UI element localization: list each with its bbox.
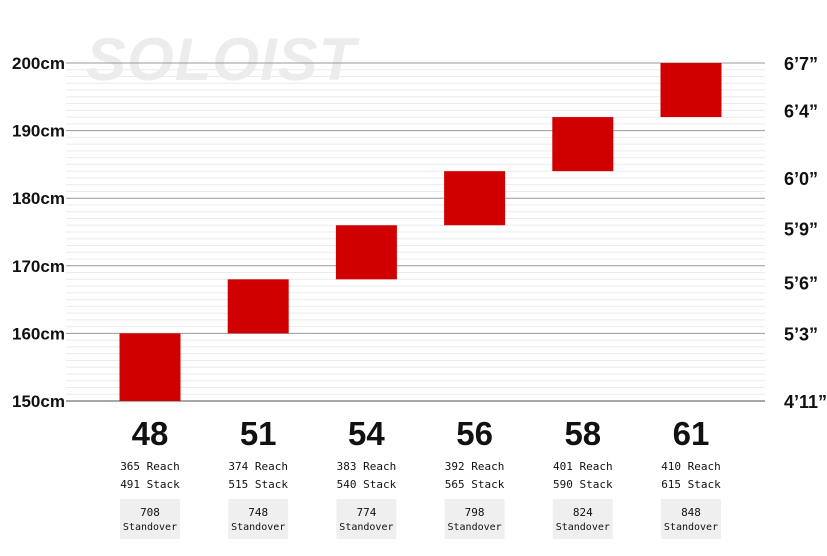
- size-column-61: 61 410 Reach 615 Stack 848 Standover: [661, 415, 721, 539]
- standover-value: 824: [573, 506, 593, 519]
- reach-label: 392 Reach: [445, 460, 505, 473]
- y-tick-label-cm: 160cm: [12, 324, 65, 343]
- reach-label: 365 Reach: [120, 460, 180, 473]
- standover-value: 708: [140, 506, 160, 519]
- y-axis-cm-labels: 150cm 160cm 170cm 180cm 190cm 200cm: [12, 54, 65, 411]
- y-tick-label-imperial: 6’4”: [784, 101, 818, 121]
- stack-label: 565 Stack: [445, 478, 505, 491]
- size-label: 48: [132, 415, 169, 452]
- size-column-54: 54 383 Reach 540 Stack 774 Standover: [336, 415, 397, 539]
- stack-label: 515 Stack: [228, 478, 288, 491]
- reach-label: 410 Reach: [661, 460, 721, 473]
- y-tick-label-imperial: 5’6”: [784, 274, 818, 294]
- size-bar-56: [444, 171, 506, 226]
- size-column-51: 51 374 Reach 515 Stack 748 Standover: [228, 415, 288, 539]
- y-tick-label-imperial: 5’9”: [784, 220, 818, 240]
- standover-value: 798: [465, 506, 485, 519]
- size-label: 61: [673, 415, 710, 452]
- standover-label: Standover: [339, 522, 393, 533]
- minor-gridlines: [66, 69, 765, 395]
- standover-box: [228, 499, 289, 539]
- reach-label: 383 Reach: [337, 460, 397, 473]
- size-bar-51: [227, 279, 289, 334]
- size-label: 58: [564, 415, 601, 452]
- size-column-56: 56 392 Reach 565 Stack 798 Standover: [444, 415, 505, 539]
- y-tick-label-cm: 190cm: [12, 122, 65, 141]
- standover-value: 774: [356, 506, 376, 519]
- size-bars: [119, 63, 722, 401]
- size-bar-48: [119, 333, 181, 401]
- standover-box: [444, 499, 505, 539]
- stack-label: 491 Stack: [120, 478, 180, 491]
- size-columns: 48 365 Reach 491 Stack 708 Standover 51 374 Re…: [120, 415, 721, 539]
- standover-box: [552, 499, 613, 539]
- y-tick-label-imperial: 6’0”: [784, 169, 818, 189]
- y-tick-label-cm: 150cm: [12, 392, 65, 411]
- y-tick-label-imperial: 6’7”: [784, 54, 818, 74]
- y-tick-label-cm: 180cm: [12, 189, 65, 208]
- standover-box: [661, 499, 721, 539]
- y-tick-label-imperial: 4’11”: [784, 392, 827, 412]
- standover-value: 848: [681, 506, 701, 519]
- chart-watermark: SOLOIST: [86, 26, 360, 93]
- standover-value: 748: [248, 506, 268, 519]
- reach-label: 374 Reach: [228, 460, 288, 473]
- size-column-48: 48 365 Reach 491 Stack 708 Standover: [120, 415, 180, 539]
- y-axis-imperial-labels: 4’11” 5’3” 5’6” 5’9” 6’0” 6’4” 6’7”: [784, 54, 827, 412]
- y-tick-label-cm: 170cm: [12, 257, 65, 276]
- size-label: 54: [348, 415, 385, 452]
- stack-label: 590 Stack: [553, 478, 613, 491]
- standover-label: Standover: [556, 522, 610, 533]
- y-tick-label-cm: 200cm: [12, 54, 65, 73]
- standover-box: [120, 499, 180, 539]
- reach-label: 401 Reach: [553, 460, 613, 473]
- standover-label: Standover: [664, 522, 718, 533]
- size-column-58: 58 401 Reach 590 Stack 824 Standover: [552, 415, 613, 539]
- stack-label: 540 Stack: [337, 478, 397, 491]
- size-label: 56: [456, 415, 493, 452]
- standover-label: Standover: [231, 522, 285, 533]
- standover-label: Standover: [123, 522, 177, 533]
- size-bar-58: [552, 117, 614, 172]
- standover-box: [336, 499, 397, 539]
- size-label: 51: [240, 415, 277, 452]
- standover-label: Standover: [448, 522, 502, 533]
- size-bar-54: [335, 225, 397, 280]
- size-bar-61: [660, 63, 722, 118]
- stack-label: 615 Stack: [661, 478, 721, 491]
- major-gridlines: [66, 62, 765, 402]
- y-tick-label-imperial: 5’3”: [784, 324, 818, 344]
